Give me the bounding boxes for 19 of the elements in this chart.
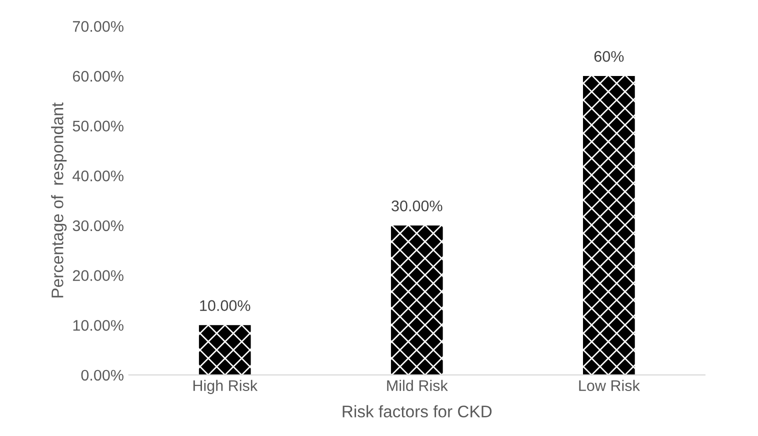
data-label: 60% (594, 51, 624, 62)
y-tick-label: 60.00% (72, 70, 124, 82)
y-tick-label: 40.00% (72, 170, 124, 182)
data-label: 10.00% (200, 300, 250, 311)
y-axis-title: Percentage of respondant (51, 102, 67, 298)
data-label: 30.00% (392, 200, 442, 212)
x-tick-label: High Risk (193, 380, 258, 394)
x-tick-label: Mild Risk (387, 380, 448, 392)
y-tick-label: 30.00% (72, 220, 124, 232)
bar (390, 225, 443, 375)
y-tick-label: 50.00% (72, 120, 124, 132)
y-tick-label: 10.00% (73, 320, 124, 331)
y-tick-label: 20.00% (72, 270, 124, 281)
x-axis-title: Risk factors for CKD (342, 405, 492, 418)
bar (198, 325, 251, 375)
x-tick-label: Low Risk (579, 380, 640, 392)
y-tick-label: 70.00% (72, 21, 124, 32)
y-tick-label: 0.00% (81, 370, 124, 381)
bar (583, 76, 635, 375)
